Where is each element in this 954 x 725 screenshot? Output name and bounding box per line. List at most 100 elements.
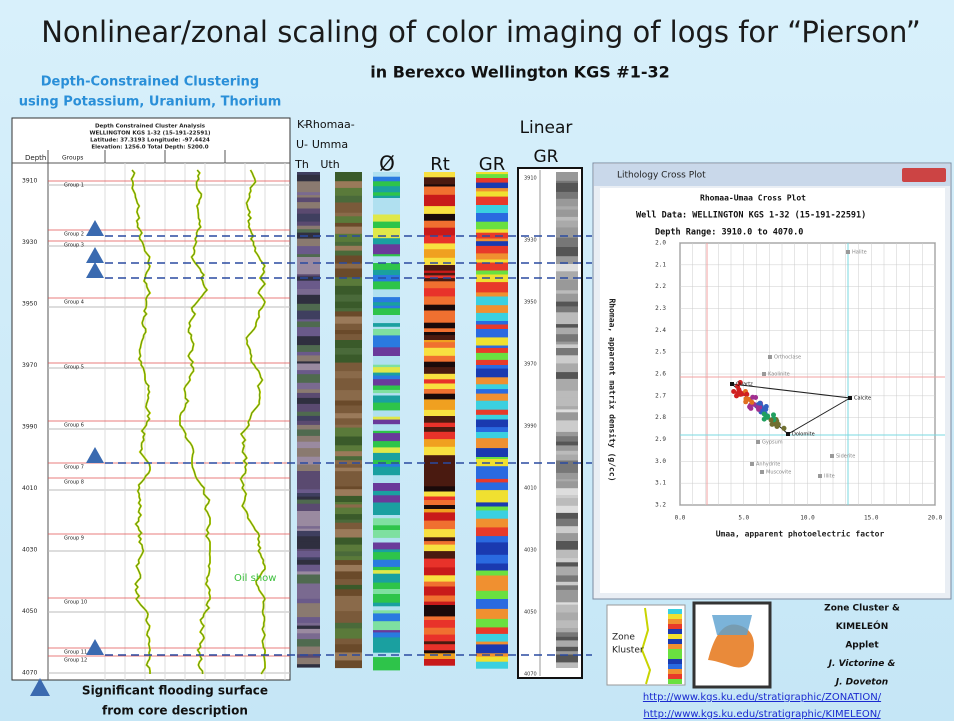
color-stripe — [424, 227, 455, 236]
close-button[interactable] — [902, 168, 946, 182]
inset-stripe — [668, 674, 682, 679]
color-stripe — [424, 213, 455, 222]
color-stripe — [424, 537, 455, 542]
color-stripe — [373, 367, 400, 374]
color-stripe — [335, 316, 362, 325]
group-label: Group 9 — [64, 536, 84, 542]
color-stripe — [373, 181, 400, 184]
color-stripe — [373, 452, 400, 461]
color-stripe — [476, 359, 508, 366]
color-stripe — [556, 436, 578, 443]
color-stripe — [297, 633, 320, 640]
color-stripe — [297, 246, 320, 255]
color-stripe — [424, 383, 455, 390]
color-stripe — [335, 378, 362, 386]
x-tick-label: 0.0 — [675, 515, 686, 522]
column-label: Th — [294, 158, 309, 171]
depth-tick: 4010 — [22, 485, 37, 492]
color-stripe — [556, 227, 578, 235]
color-stripe — [335, 464, 362, 469]
color-stripe — [335, 646, 362, 653]
color-stripe — [373, 552, 400, 561]
color-stripe — [335, 502, 362, 505]
color-stripe — [424, 335, 455, 341]
color-stripe — [424, 558, 455, 568]
column-label: Rt — [430, 154, 450, 175]
data-point — [744, 391, 750, 397]
color-stripe — [556, 450, 578, 456]
color-stripe — [424, 634, 455, 642]
color-stripe — [373, 393, 400, 396]
color-stripe — [476, 633, 508, 643]
color-stripe — [297, 289, 320, 296]
color-stripe — [297, 598, 320, 604]
linear-gr-depth: 3930 — [524, 238, 537, 244]
linear-gr-depth: 4030 — [524, 548, 537, 554]
color-stripe — [556, 518, 578, 527]
color-stripe — [373, 610, 400, 614]
color-stripe — [476, 656, 508, 663]
color-stripe — [373, 305, 400, 309]
y-tick-label: 2.0 — [655, 240, 666, 247]
color-stripe — [556, 595, 578, 603]
link[interactable]: http://www.kgs.ku.edu/stratigraphic/ZONA… — [643, 692, 882, 703]
color-stripe — [335, 644, 362, 647]
color-stripe — [556, 441, 578, 446]
color-stripe — [424, 355, 455, 363]
color-stripe — [335, 638, 362, 645]
color-stripe — [476, 270, 508, 275]
color-stripe — [424, 627, 455, 636]
color-stripe — [297, 276, 320, 282]
color-stripe — [335, 551, 362, 557]
color-stripe — [556, 409, 578, 413]
color-stripe — [476, 590, 508, 600]
color-stripe — [424, 379, 455, 384]
color-stripe — [335, 340, 362, 347]
color-stripe — [476, 419, 508, 428]
color-stripe — [556, 198, 578, 207]
color-stripe — [373, 464, 400, 468]
color-stripe — [556, 465, 578, 474]
credit: Zone Cluster & — [824, 604, 900, 614]
color-stripe — [476, 305, 508, 314]
linear-gr-depth: 4010 — [524, 486, 537, 492]
color-stripe — [556, 327, 578, 335]
color-stripe — [373, 269, 400, 276]
color-stripe — [556, 355, 578, 364]
color-stripe — [335, 529, 362, 538]
link[interactable]: http://www.kgs.ku.edu/stratigraphic/KIME… — [643, 709, 881, 720]
color-stripe — [335, 181, 362, 189]
color-stripe — [373, 176, 400, 182]
color-stripe — [476, 368, 508, 378]
mineral-point — [762, 372, 766, 376]
color-stripe — [335, 579, 362, 586]
color-stripe — [297, 496, 320, 501]
color-stripe — [297, 213, 320, 223]
depth-tick: 4050 — [22, 608, 37, 615]
color-stripe — [297, 493, 320, 498]
color-stripe — [556, 481, 578, 489]
color-stripe — [297, 300, 320, 305]
y-tick-label: 2.9 — [655, 436, 666, 443]
color-stripe — [424, 616, 455, 621]
color-stripe — [297, 441, 320, 449]
color-stripe — [476, 329, 508, 338]
group-label: Group 2 — [64, 232, 84, 238]
mineral-label: Anhydrite — [756, 462, 780, 468]
color-stripe — [476, 599, 508, 605]
color-stripe — [297, 257, 320, 265]
color-stripe — [424, 586, 455, 596]
color-stripe — [373, 389, 400, 394]
color-stripe — [297, 489, 320, 494]
color-stripe — [476, 365, 508, 370]
color-stripe — [476, 518, 508, 528]
color-stripe — [556, 344, 578, 349]
color-stripe — [335, 308, 362, 312]
color-stripe — [424, 278, 455, 282]
color-stripe — [297, 448, 320, 458]
color-stripe — [297, 608, 320, 618]
color-stripe — [424, 281, 455, 289]
color-stripe — [556, 209, 578, 216]
color-stripe — [476, 296, 508, 306]
column-label: Ø — [379, 152, 395, 176]
